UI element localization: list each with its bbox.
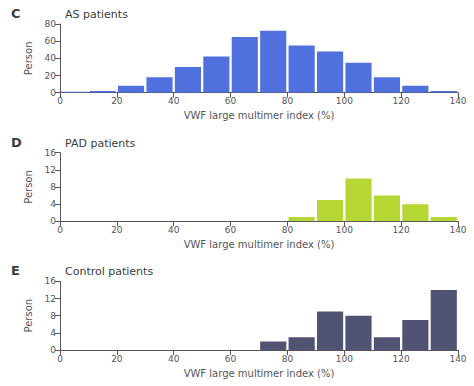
svg-text:0: 0 <box>50 216 56 226</box>
svg-text:AS patients: AS patients <box>65 8 128 21</box>
svg-text:16: 16 <box>45 276 57 286</box>
svg-text:100: 100 <box>336 225 353 235</box>
svg-text:40: 40 <box>168 96 180 106</box>
svg-text:12: 12 <box>45 165 56 175</box>
svg-text:E: E <box>11 263 20 278</box>
svg-text:60: 60 <box>225 225 237 235</box>
svg-text:VWF large multimer index (%): VWF large multimer index (%) <box>184 239 335 250</box>
svg-text:VWF large multimer index (%): VWF large multimer index (%) <box>184 110 335 121</box>
svg-text:0: 0 <box>50 345 56 355</box>
svg-text:Person: Person <box>23 299 34 333</box>
svg-text:80: 80 <box>282 96 294 106</box>
svg-text:120: 120 <box>393 96 410 106</box>
svg-text:100: 100 <box>336 96 353 106</box>
svg-text:80: 80 <box>45 19 57 29</box>
svg-text:60: 60 <box>225 96 237 106</box>
svg-text:20: 20 <box>111 225 123 235</box>
svg-text:20: 20 <box>111 354 123 364</box>
svg-text:60: 60 <box>45 36 57 46</box>
svg-text:8: 8 <box>50 182 56 192</box>
svg-text:100: 100 <box>336 354 353 364</box>
svg-text:0: 0 <box>57 354 63 364</box>
svg-text:120: 120 <box>393 354 410 364</box>
svg-text:4: 4 <box>50 199 56 209</box>
svg-text:20: 20 <box>45 71 57 81</box>
svg-text:0: 0 <box>57 96 63 106</box>
svg-text:Control patients: Control patients <box>65 265 153 278</box>
svg-text:0: 0 <box>50 88 56 98</box>
svg-text:12: 12 <box>45 294 56 304</box>
svg-text:4: 4 <box>50 328 56 338</box>
svg-text:40: 40 <box>45 53 57 63</box>
svg-text:Person: Person <box>23 170 34 204</box>
svg-text:80: 80 <box>282 225 294 235</box>
svg-text:120: 120 <box>393 225 410 235</box>
svg-text:Person: Person <box>23 42 34 76</box>
svg-text:40: 40 <box>168 354 180 364</box>
svg-text:D: D <box>11 135 22 150</box>
svg-text:60: 60 <box>225 354 237 364</box>
svg-text:8: 8 <box>50 311 56 321</box>
svg-text:20: 20 <box>111 96 123 106</box>
svg-text:16: 16 <box>45 148 57 158</box>
svg-text:PAD patients: PAD patients <box>65 137 136 150</box>
svg-text:80: 80 <box>282 354 294 364</box>
svg-text:40: 40 <box>168 225 180 235</box>
svg-text:140: 140 <box>449 225 466 235</box>
svg-text:VWF large multimer index (%): VWF large multimer index (%) <box>184 368 335 379</box>
svg-text:C: C <box>11 6 21 21</box>
svg-text:140: 140 <box>449 354 466 364</box>
svg-text:0: 0 <box>57 225 63 235</box>
svg-text:140: 140 <box>449 96 466 106</box>
